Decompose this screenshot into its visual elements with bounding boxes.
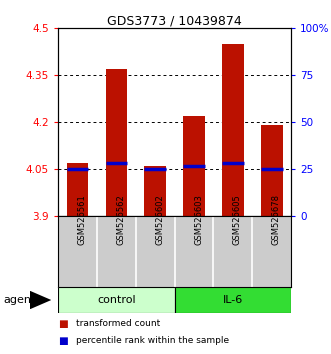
Text: ■: ■ (58, 319, 68, 329)
Text: agent: agent (3, 295, 36, 305)
Polygon shape (30, 291, 51, 309)
Text: transformed count: transformed count (76, 319, 161, 327)
Bar (106, 69, 127, 216)
Bar (183, 116, 205, 216)
Text: GSM526678: GSM526678 (272, 194, 281, 245)
Bar (261, 125, 283, 216)
Text: percentile rank within the sample: percentile rank within the sample (76, 336, 229, 344)
Text: GSM526561: GSM526561 (77, 194, 86, 245)
Text: control: control (97, 295, 136, 305)
Bar (58, 287, 174, 313)
Text: GSM526562: GSM526562 (116, 194, 125, 245)
Bar (222, 44, 244, 216)
Bar (144, 166, 166, 216)
Title: GDS3773 / 10439874: GDS3773 / 10439874 (107, 14, 242, 27)
Bar (67, 163, 88, 216)
Text: ■: ■ (58, 336, 68, 346)
Text: GSM526602: GSM526602 (155, 194, 164, 245)
Text: GSM526603: GSM526603 (194, 194, 203, 245)
Text: GSM526605: GSM526605 (233, 194, 242, 245)
Text: IL-6: IL-6 (223, 295, 243, 305)
Bar (174, 287, 291, 313)
